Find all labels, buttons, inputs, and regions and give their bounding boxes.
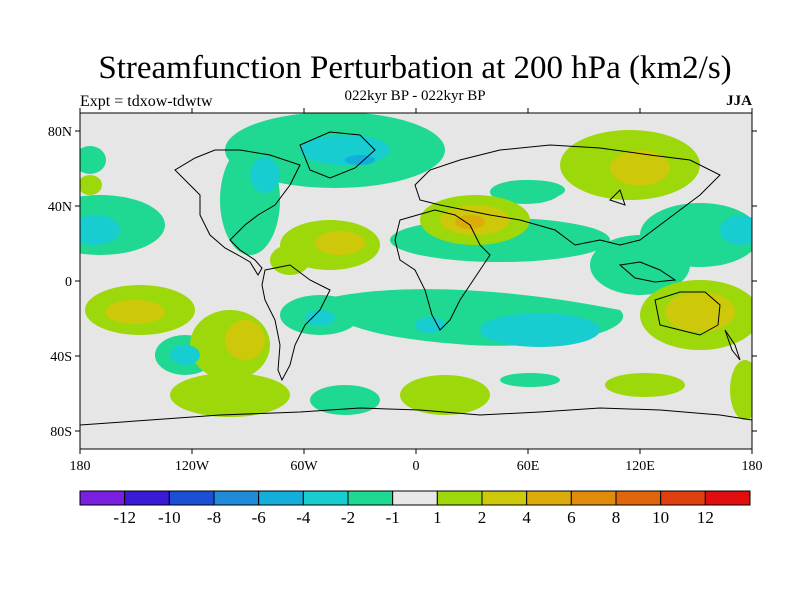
colorbar-label: -2 bbox=[341, 508, 355, 527]
colorbar-swatch bbox=[704, 490, 751, 506]
lat-tick-label: 80N bbox=[48, 125, 72, 140]
greenland-outline bbox=[299, 131, 376, 179]
contour-southern-ocean bbox=[310, 385, 380, 415]
colorbar-swatch bbox=[660, 490, 706, 506]
lon-tick-label: 180 bbox=[742, 459, 763, 474]
season-label: JJA bbox=[726, 93, 752, 109]
colorbar-label: 6 bbox=[567, 508, 576, 527]
colorbar-label: 2 bbox=[478, 508, 487, 527]
colorbar-labels: -12 -10 -8 -6 -4 -2 -1 1 2 4 6 8 10 12 bbox=[113, 508, 714, 527]
colorbar-swatch bbox=[481, 490, 528, 506]
contour-indian-low bbox=[480, 313, 600, 347]
lat-tick-label: 40S bbox=[50, 350, 72, 365]
colorbar-swatch bbox=[347, 490, 394, 506]
colorbar-swatch bbox=[302, 490, 349, 506]
longitude-labels: 180 120W 60W 0 60E 120E 180 bbox=[70, 459, 763, 474]
colorbar-label: 12 bbox=[697, 508, 714, 527]
period-label: 022kyr BP - 022kyr BP bbox=[344, 88, 486, 104]
colorbar bbox=[79, 490, 751, 506]
africa-outline bbox=[394, 209, 491, 331]
colorbar-swatch bbox=[392, 490, 438, 506]
colorbar-swatch bbox=[258, 490, 304, 506]
contour-siberia-core bbox=[610, 150, 670, 186]
colorbar-swatch bbox=[570, 490, 617, 506]
lon-tick-label: 60W bbox=[290, 459, 318, 474]
colorbar-swatch bbox=[79, 490, 126, 506]
contour-pacific-low bbox=[80, 215, 120, 245]
lon-tick-label: 0 bbox=[413, 459, 420, 474]
colorbar-label: -8 bbox=[207, 508, 221, 527]
north-america-outline bbox=[174, 149, 301, 276]
contour-south-pacific-high bbox=[170, 373, 290, 417]
colorbar-swatch bbox=[615, 490, 662, 506]
colorbar-label: 4 bbox=[522, 508, 531, 527]
map-title: Streamfunction Perturbation at 200 hPa (… bbox=[98, 50, 732, 86]
axis-ticks bbox=[75, 108, 757, 454]
eurasia-outline bbox=[414, 144, 721, 246]
contour-arctic-pacific bbox=[80, 146, 106, 174]
new-zealand-outline bbox=[724, 329, 741, 361]
lat-tick-label: 40N bbox=[48, 200, 72, 215]
colorbar-label: -4 bbox=[296, 508, 311, 527]
colorbar-label: 8 bbox=[612, 508, 621, 527]
japan-outline bbox=[609, 189, 626, 206]
lon-tick-label: 180 bbox=[70, 459, 91, 474]
latitude-labels: 80N 40N 0 40S 80S bbox=[48, 125, 72, 440]
colorbar-label: 10 bbox=[652, 508, 669, 527]
lat-tick-label: 0 bbox=[65, 275, 72, 290]
lon-tick-label: 120E bbox=[625, 459, 655, 474]
lat-tick-label: 80S bbox=[50, 425, 72, 440]
colorbar-swatch bbox=[124, 490, 170, 506]
coastlines bbox=[80, 131, 752, 426]
colorbar-swatch bbox=[526, 490, 572, 506]
colorbar-label: 1 bbox=[433, 508, 442, 527]
australia-outline bbox=[654, 291, 721, 336]
colorbar-label: -10 bbox=[158, 508, 181, 527]
lon-tick-label: 60E bbox=[517, 459, 540, 474]
colorbar-label: -12 bbox=[113, 508, 136, 527]
colorbar-swatch bbox=[436, 490, 483, 506]
colorbar-label: -6 bbox=[252, 508, 266, 527]
contour-southern-indian bbox=[500, 373, 560, 387]
contour-maritime bbox=[590, 235, 690, 295]
indonesia-outline bbox=[618, 261, 677, 283]
contour-field bbox=[80, 113, 752, 420]
south-america-outline bbox=[261, 264, 331, 382]
contour-south-indian-high bbox=[400, 375, 490, 415]
lon-tick-label: 120W bbox=[175, 459, 210, 474]
colorbar-swatch bbox=[213, 490, 260, 506]
experiment-label: Expt = tdxow-tdwtw bbox=[80, 93, 213, 110]
antarctica-outline bbox=[80, 407, 752, 426]
colorbar-label: -1 bbox=[386, 508, 400, 527]
colorbar-swatch bbox=[168, 490, 215, 506]
